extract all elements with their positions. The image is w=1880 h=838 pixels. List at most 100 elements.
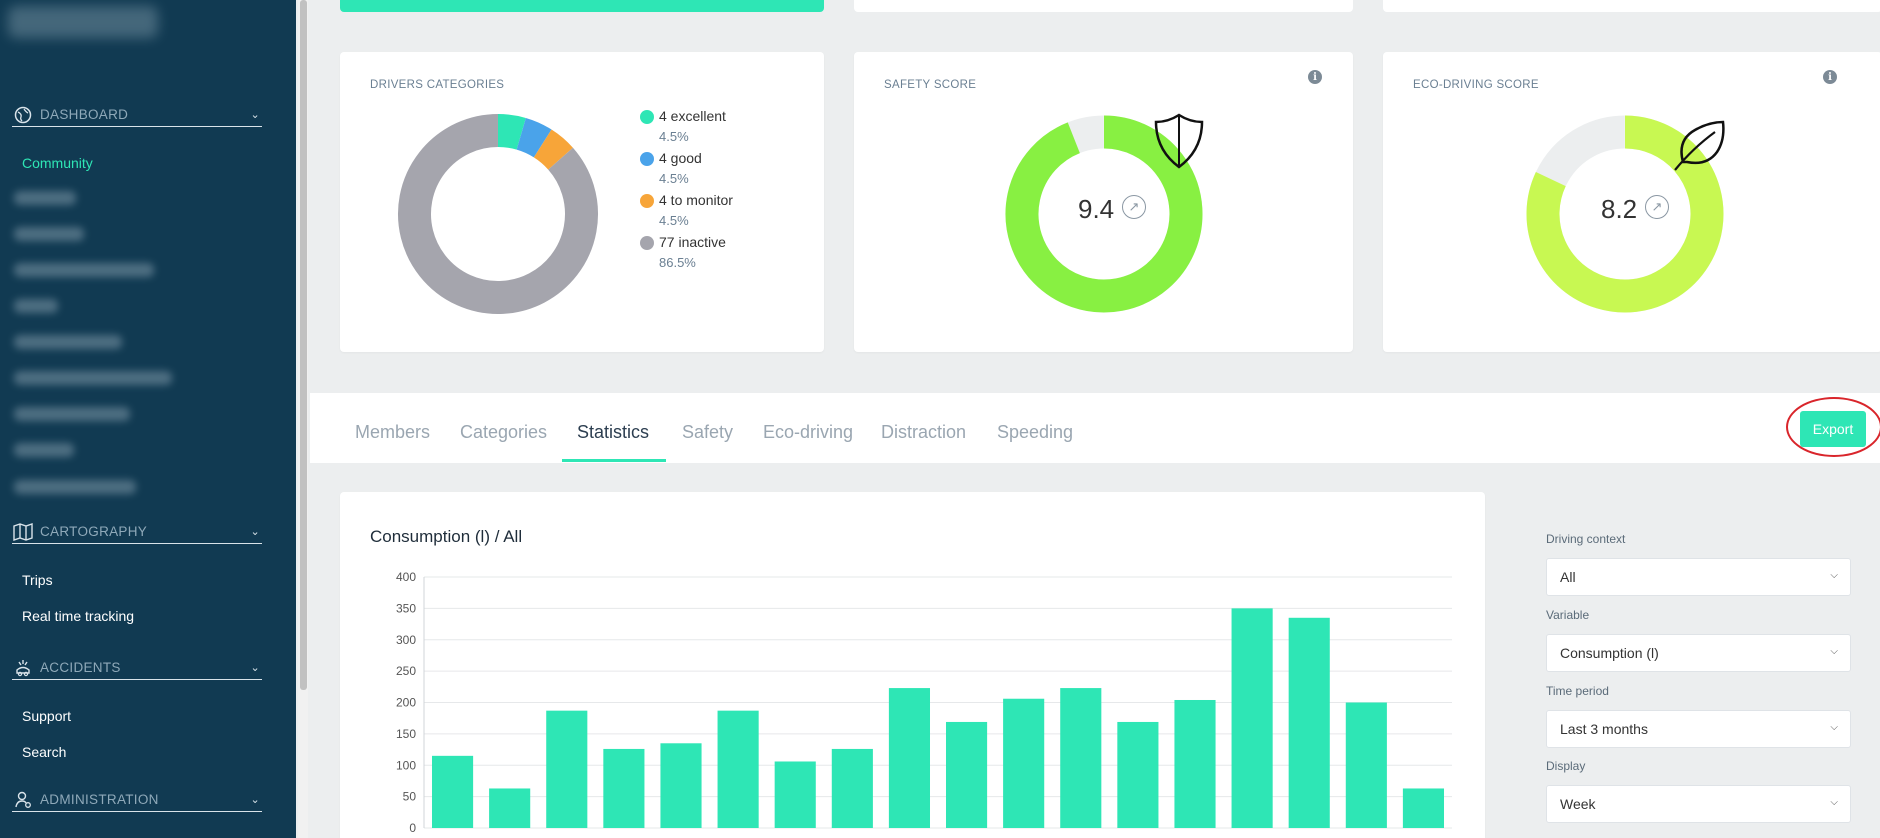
tab-safety[interactable]: Safety [682,422,734,442]
sidebar-item-hidden[interactable] [14,227,84,241]
sidebar-item-realtime-tracking[interactable]: Real time tracking [22,608,135,624]
bar[interactable] [888,688,931,828]
y-tick-label: 250 [396,664,416,678]
sidebar-item-hidden[interactable] [14,480,136,494]
top-card [1383,0,1880,12]
chevron-down-icon: ⌄ [250,109,260,121]
consumption-bar-chart: 0 50 100 150 200 250 300 350 400 [396,570,1452,835]
bar[interactable] [489,788,531,828]
y-tick-label: 400 [396,570,416,584]
y-tick-label: 200 [396,696,416,710]
donut-slice[interactable] [516,117,552,158]
y-tick-label: 50 [403,790,417,804]
chevron-down-icon: ⌄ [250,794,260,806]
sidebar-section-accidents[interactable]: ACCIDENTS ⌄ [12,656,262,680]
map-icon [12,522,34,541]
bar[interactable] [831,748,873,828]
sidebar-section-label: DASHBOARD [40,107,129,122]
variable-label: Variable [1546,608,1590,622]
donut-slice[interactable] [398,114,598,314]
info-icon[interactable]: i [1308,70,1322,84]
sidebar-section-dashboard[interactable]: DASHBOARD ⌄ [12,103,262,127]
top-card [854,0,1353,12]
info-icon[interactable]: i [1823,70,1837,84]
bar[interactable] [660,743,702,828]
highlight-annotation [1786,397,1880,457]
legend-swatch [640,152,654,166]
time-period-select[interactable]: Last 3 months ⌵ [1546,710,1851,748]
legend-swatch [640,110,654,124]
select-value: Last 3 months [1560,721,1648,737]
donut-slice[interactable] [497,114,526,150]
sidebar: DASHBOARD ⌄ Community CARTOGRAPHY ⌄ Trip… [0,0,296,838]
tab-statistics[interactable]: Statistics [577,422,650,442]
legend-label: 4 to monitor [659,192,733,208]
bar[interactable] [1231,608,1273,828]
sidebar-item-hidden[interactable] [14,371,172,385]
legend-swatch [640,236,654,250]
sidebar-item-trips[interactable]: Trips [22,572,53,588]
admin-user-icon [12,791,34,809]
bar[interactable] [774,761,816,828]
sidebar-section-cartography[interactable]: CARTOGRAPHY ⌄ [12,520,262,544]
gauge-value-arc [1526,115,1724,313]
bar[interactable] [603,748,645,828]
tab-members[interactable]: Members [355,422,431,442]
driving-context-select[interactable]: All ⌵ [1546,558,1851,596]
sidebar-item-hidden[interactable] [14,191,76,205]
sidebar-item-hidden[interactable] [14,299,58,313]
bar[interactable] [1345,702,1387,829]
sidebar-item-support[interactable]: Support [22,708,72,724]
sidebar-section-administration[interactable]: ADMINISTRATION ⌄ [12,788,262,812]
accident-icon [12,659,34,677]
legend-label: 4 excellent [659,108,726,124]
bar[interactable] [431,755,474,828]
sidebar-item-search[interactable]: Search [22,744,67,760]
sidebar-scrollbar-thumb[interactable] [300,0,307,690]
bar[interactable] [1117,721,1159,828]
card-title: ECO-DRIVING SCORE [1413,79,1539,91]
sidebar-item-hidden[interactable] [14,335,122,349]
chevron-down-icon: ⌄ [250,526,260,538]
eco-score-value: 8.2 [1601,194,1638,224]
display-label: Display [1546,759,1586,773]
chevron-down-icon: ⌵ [1830,646,1838,657]
top-card-green [340,0,824,12]
sidebar-item-hidden[interactable] [14,407,130,421]
sidebar-item-hidden[interactable] [14,443,74,457]
display-select[interactable]: Week ⌵ [1546,785,1851,823]
tab-distraction[interactable]: Distraction [881,422,967,442]
sidebar-section-label: ACCIDENTS [40,660,121,675]
bar[interactable] [945,721,988,828]
time-period-label: Time period [1546,684,1609,698]
tab-categories[interactable]: Categories [460,422,548,442]
bar[interactable] [717,710,759,828]
bar[interactable] [1060,688,1102,828]
bar[interactable] [1174,699,1216,828]
safety-score-gauge [1005,115,1203,313]
bar[interactable] [1003,698,1045,828]
chart-card: Consumption (l) / All 0 50 100 150 200 250 300… [340,492,1485,838]
legend-percent: 4.5% [659,129,689,144]
bar[interactable] [1288,617,1330,828]
globe-icon [12,106,34,124]
chevron-down-icon: ⌵ [1830,797,1838,808]
variable-select[interactable]: Consumption (l) ⌵ [1546,634,1851,672]
sidebar-item-hidden[interactable] [14,263,154,277]
donut-slice[interactable] [533,129,573,171]
sidebar-section-label: ADMINISTRATION [40,792,159,807]
drivers-donut-chart [398,114,598,314]
chevron-down-icon: ⌄ [250,662,260,674]
y-tick-label: 150 [396,727,416,741]
sidebar-item-community[interactable]: Community [22,155,93,171]
bar[interactable] [546,710,588,828]
legend-label: 4 good [659,150,702,166]
tab-eco-driving[interactable]: Eco-driving [763,422,854,442]
y-tick-label: 350 [396,601,416,615]
eco-driving-score-card: ECO-DRIVING SCORE i 8.2 ↗ [1383,52,1880,352]
bar[interactable] [1402,788,1445,828]
tab-speeding[interactable]: Speeding [997,422,1074,442]
eco-score-gauge [1526,115,1724,313]
y-tick-label: 100 [396,758,416,772]
shield-icon [1154,113,1204,169]
